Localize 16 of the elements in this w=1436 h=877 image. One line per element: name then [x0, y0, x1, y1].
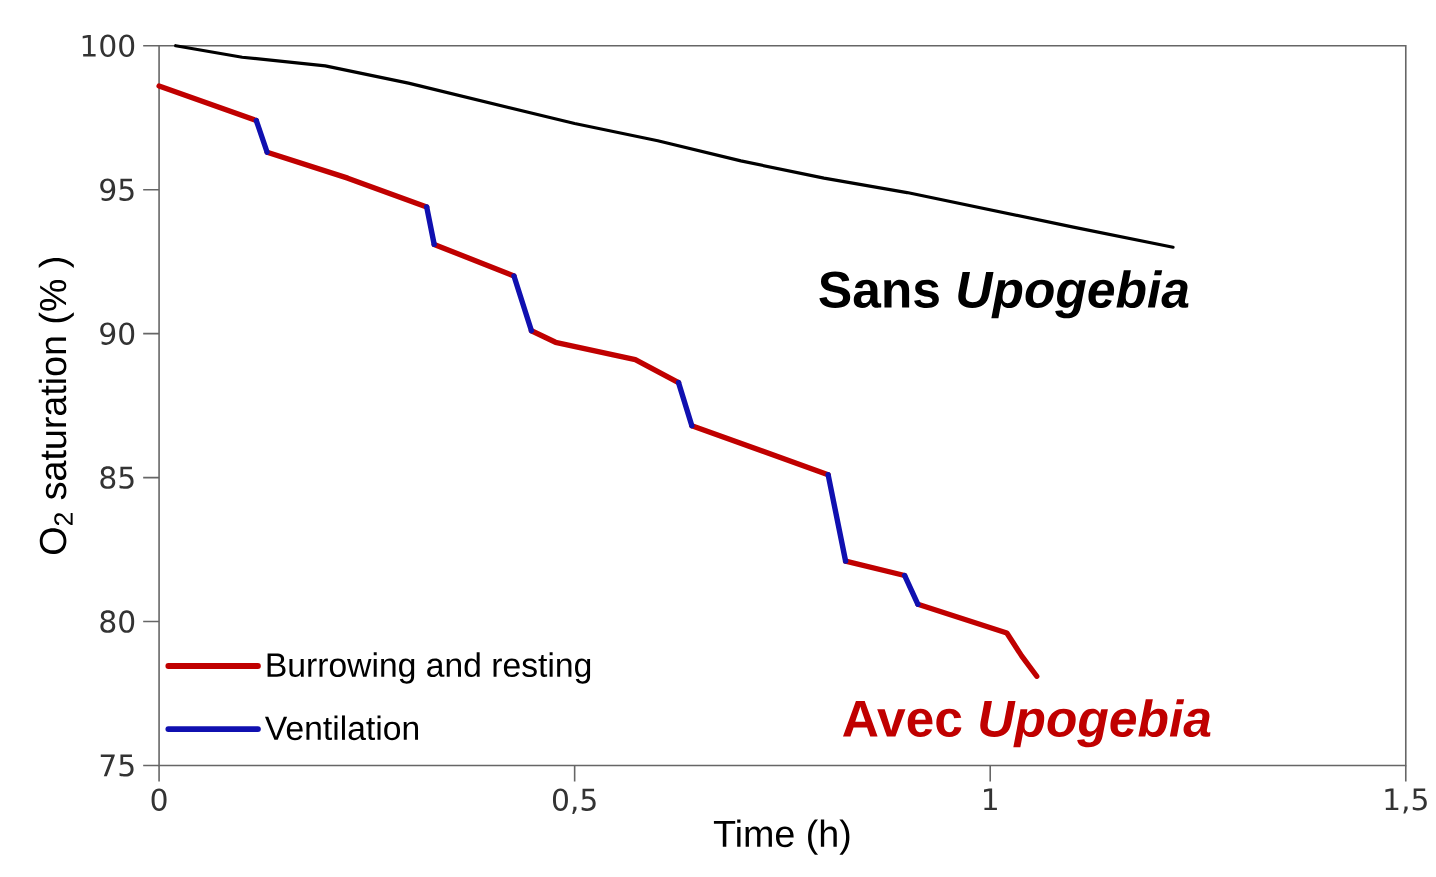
- x-tick-label: 1: [984, 788, 997, 811]
- x-tick-label: 0: [151, 788, 167, 811]
- y-tick-label: 85: [100, 466, 134, 489]
- annotation: Avec Upogebia: [843, 699, 1211, 748]
- x-axis-title: Time (h): [713, 819, 850, 855]
- legend-label: Burrowing and resting: [267, 652, 591, 684]
- y-axis-title: O$_{2}$ saturation (% ): [38, 258, 74, 554]
- y-tick-label: 95: [100, 178, 134, 201]
- x-tick-label: 1,5: [1385, 788, 1427, 814]
- y-tick-label: 100: [82, 34, 135, 58]
- x-tick-label: 0,5: [552, 788, 596, 814]
- y-tick-label: 90: [100, 322, 135, 345]
- y-tick-label: 80: [100, 610, 135, 633]
- annotation: Sans Upogebia: [819, 270, 1189, 319]
- y-tick-label: 75: [100, 754, 134, 777]
- legend-label: Ventilation: [264, 715, 418, 741]
